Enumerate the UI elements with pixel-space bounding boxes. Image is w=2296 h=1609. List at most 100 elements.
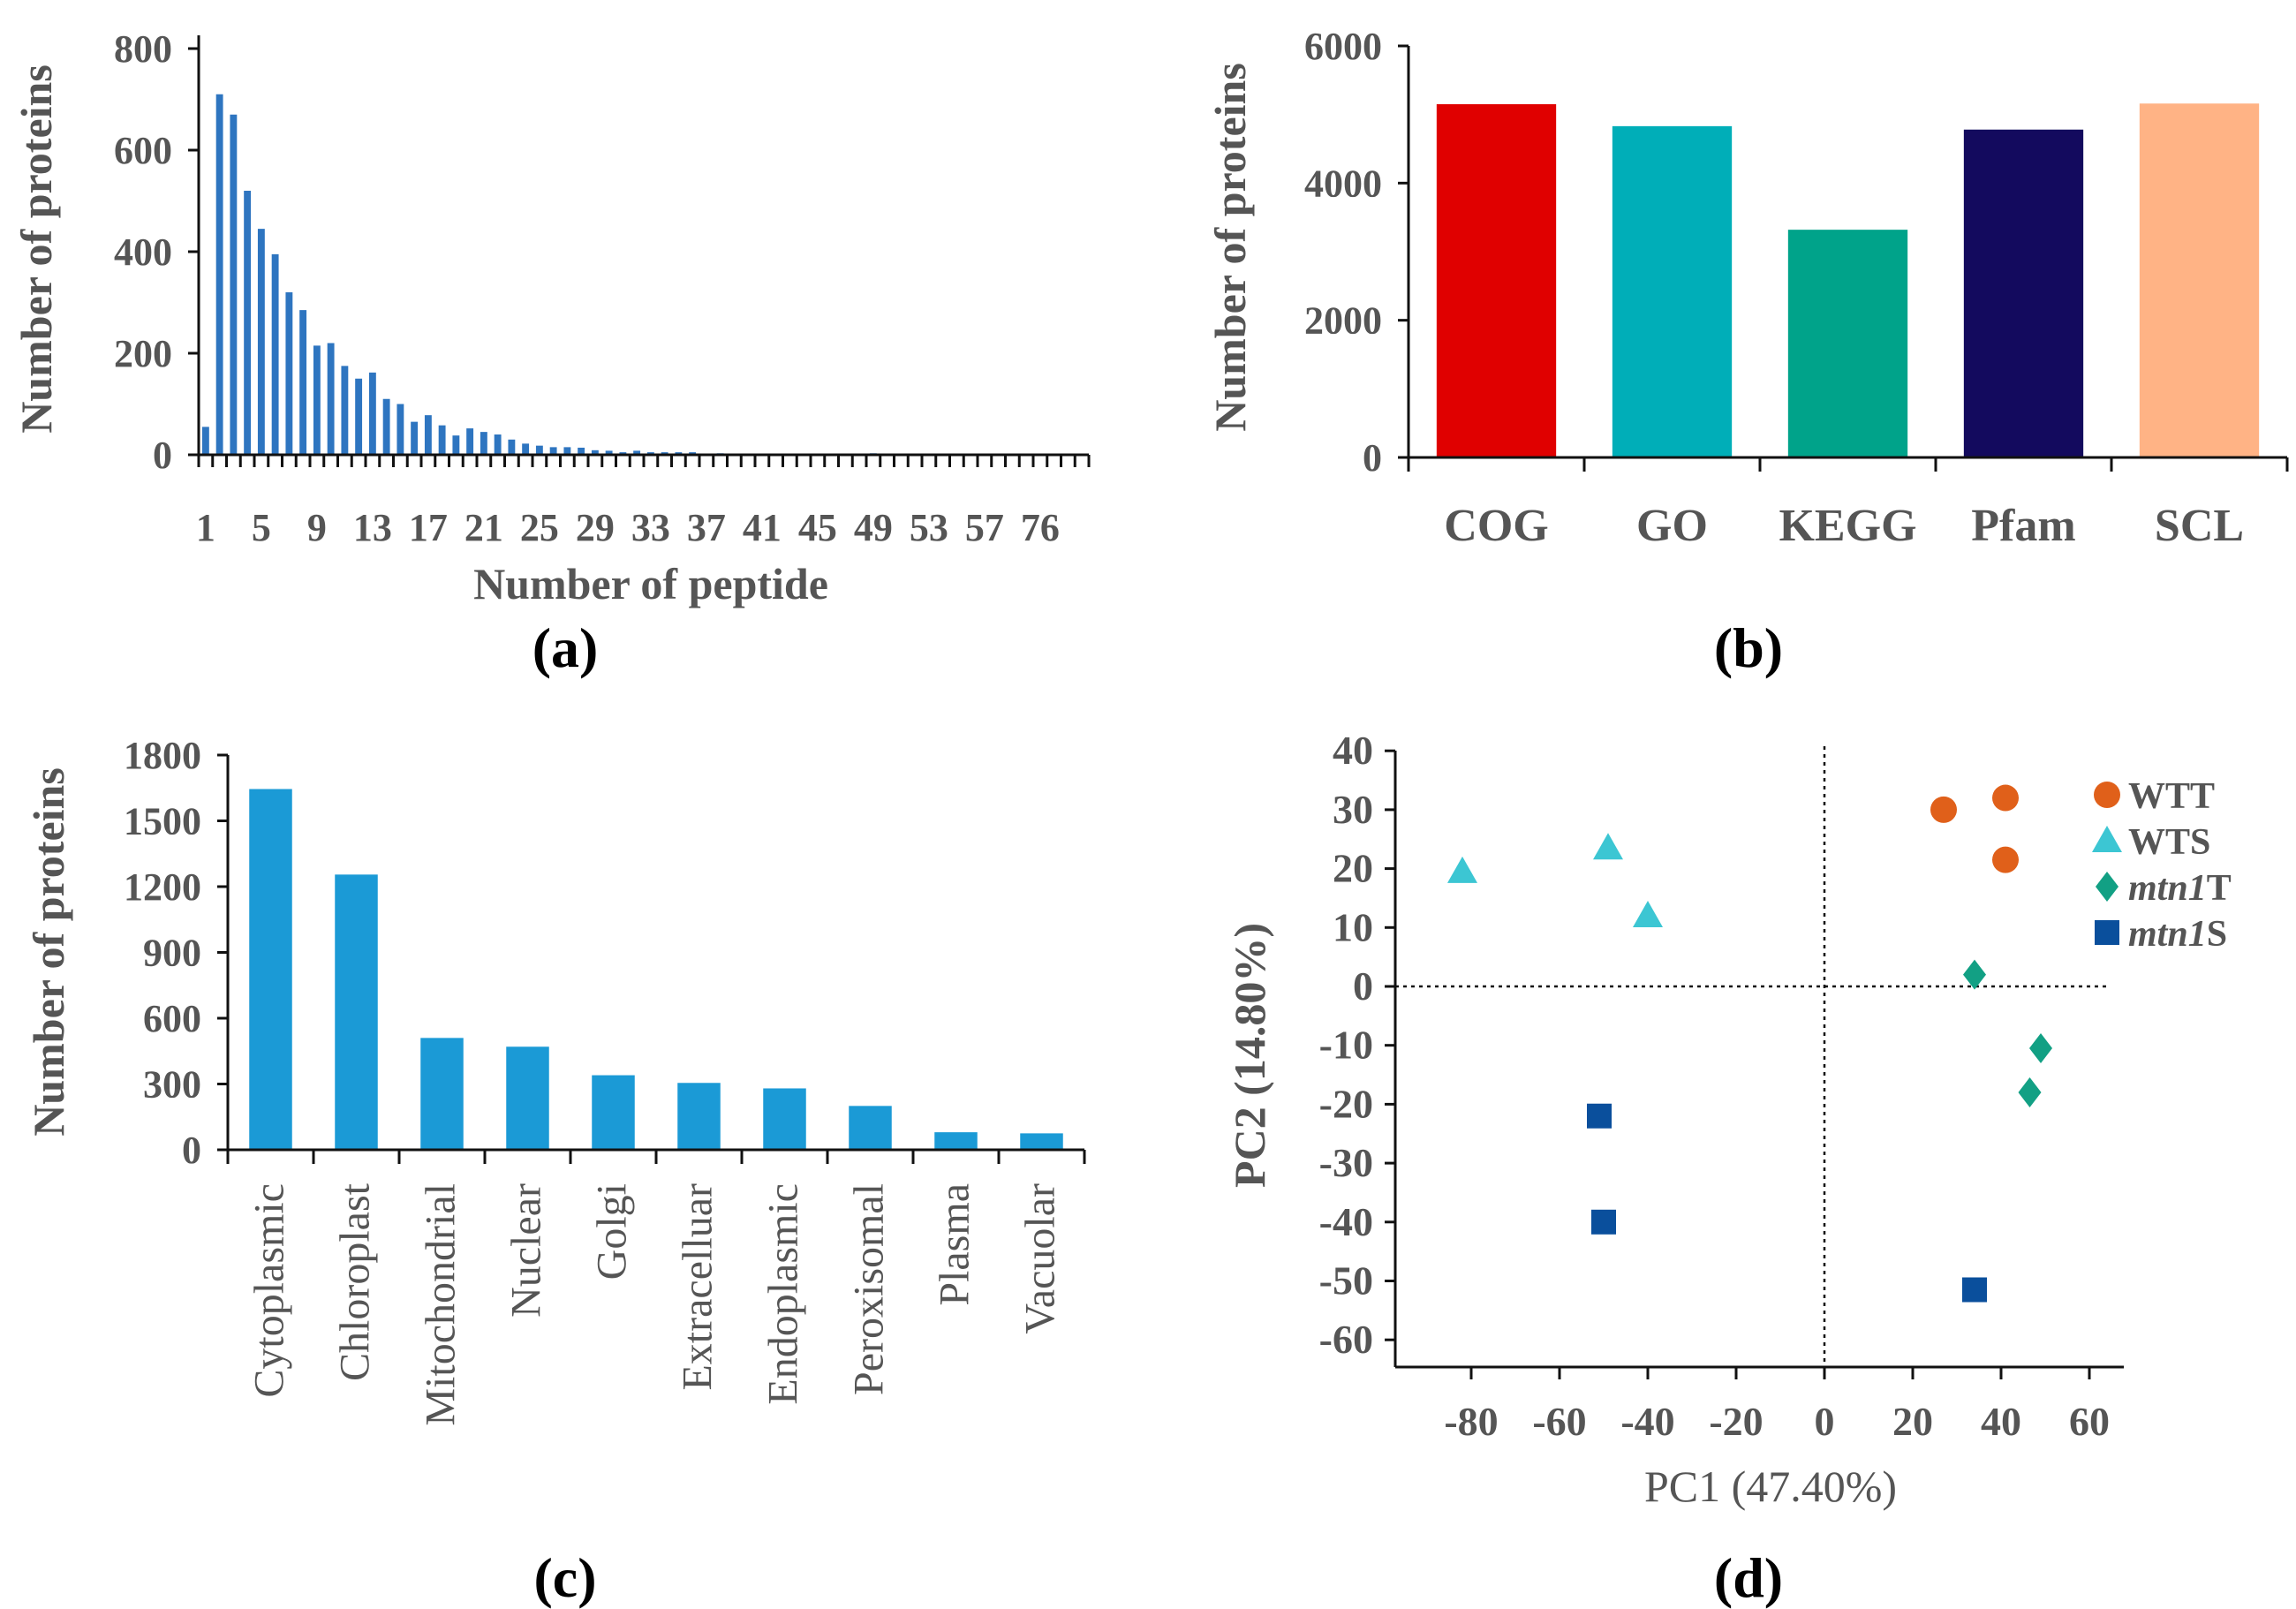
panel-a-bar-15: [397, 404, 404, 455]
panel-d-point-wts-1: [1447, 856, 1477, 883]
panel-c-x-ticks: Cytoplasmic Chloroplast Mitochondrial Nucle…: [226, 1150, 1086, 1426]
panel-b-y-tick-label: 2000: [1304, 299, 1382, 343]
panel-d-y-ticks: 40 30 20 10 0 -10 -20 -30 -40 -50 -60: [1319, 728, 1395, 1362]
panel-d-x-tick-label: 0: [1815, 1399, 1835, 1444]
panel-c-bar-vacuolar: [1020, 1133, 1063, 1150]
panel-a-y-label: Number of proteins: [11, 64, 61, 434]
panel-a-bar-10: [327, 343, 335, 455]
panel-a-y-tick-label: 800: [114, 27, 172, 71]
panel-a-x-tick-label: 37: [687, 506, 726, 549]
panel-a-x-tick-label: 17: [409, 506, 448, 549]
panel-a-bar-7: [285, 292, 293, 455]
panel-a-bar-8: [299, 310, 307, 455]
panel-a-bar-17: [424, 415, 432, 455]
panel-a-x-tick-label: 25: [520, 506, 559, 549]
panel-c-y-tick-label: 1200: [124, 865, 201, 909]
panel-a-bar-20: [466, 428, 474, 455]
panel-a-x-ticks: 1 5 9 13 17 21 25 29 33 37 41 45 49 53 57 76: [196, 455, 1091, 549]
panel-a-bar-14: [382, 398, 390, 455]
panel-d-legend-marker-mtn1s: [2095, 920, 2119, 945]
panel-d-y-tick-label: 20: [1333, 846, 1373, 891]
panel-d-y-tick-label: 40: [1333, 728, 1373, 773]
panel-b-y-tick-label: 6000: [1304, 25, 1382, 68]
panel-a-x-tick-label: 13: [353, 506, 392, 549]
panel-a-x-tick-label: 53: [910, 506, 948, 549]
panel-c-x-tick-label: Golgi: [589, 1183, 636, 1280]
panel-a-x-label: Number of peptide: [473, 559, 828, 608]
panel-d-x-tick-label: 40: [1981, 1399, 2021, 1444]
panel-a-bar-1: [201, 427, 209, 455]
panel-c-y-tick-label: 600: [143, 997, 201, 1040]
panel-a-bar-24: [522, 443, 530, 455]
panel-a-bar-16: [411, 421, 419, 455]
panel-a-x-tick-label: 9: [307, 506, 327, 549]
panel-c-bar-plasma: [934, 1132, 978, 1150]
panel-b-y-ticks: 0 2000 4000 6000: [1304, 25, 1409, 480]
panel-d-y-tick-label: 0: [1353, 963, 1373, 1008]
panel-c-bar-cytoplasmic: [249, 789, 292, 1150]
panel-d-y-tick-label: 30: [1333, 787, 1373, 832]
panel-d-y-tick-label: -10: [1319, 1023, 1373, 1068]
panel-d-y-tick-label: 10: [1333, 904, 1373, 949]
panel-a-bar-11: [341, 366, 349, 455]
panel-c-y-tick-label: 0: [182, 1129, 201, 1172]
panel-d-point-mtn1t-1: [1963, 959, 1986, 990]
panel-c-y-label: Number of proteins: [24, 767, 73, 1137]
panel-c-bar-peroxisomal: [849, 1106, 892, 1150]
panel-c-x-tick-label: Extracelluar: [675, 1183, 721, 1391]
panel-a-x-tick-label: 76: [1021, 506, 1060, 549]
panel-a-y-tick-label: 200: [114, 332, 172, 375]
panel-d-x-tick-label: 60: [2069, 1399, 2110, 1444]
panel-b-bar-pfam: [1963, 129, 2084, 457]
panel-b-bar-scl: [2139, 103, 2260, 458]
panel-a-bar-25: [535, 445, 543, 455]
panel-a: 0 200 400 600 800 1 5 9 13 17 21 25 29 33 37 41 45 49 53 5…: [11, 27, 1091, 679]
panel-c-bar-nuclear: [506, 1046, 549, 1150]
panel-c-x-tick-label: Plasma: [932, 1183, 978, 1306]
panel-a-bar-23: [508, 439, 516, 455]
panel-c-bars: [249, 789, 1063, 1150]
panel-c-bar-extracelluar: [677, 1083, 721, 1150]
panel-a-y-tick-label: 0: [153, 434, 172, 477]
panel-b-y-label: Number of proteins: [1205, 63, 1255, 432]
panel-a-bar-2: [215, 94, 223, 455]
panel-a-x-tick-label: 33: [631, 506, 670, 549]
panel-a-bar-18: [438, 425, 446, 455]
panel-d-point-wtt-3: [1992, 846, 2019, 873]
panel-b-x-tick-label: SCL: [2155, 501, 2244, 551]
panel-c-bar-golgi: [592, 1075, 635, 1150]
panel-b-y-tick-label: 4000: [1304, 162, 1382, 205]
panel-d-y-label: PC2 (14.80%): [1225, 923, 1274, 1188]
panel-d-legend-label-italic: mtn1: [2128, 868, 2207, 909]
panel-a-x-tick-label: 49: [854, 506, 893, 549]
panel-c-y-tick-label: 300: [143, 1063, 201, 1107]
panel-c-y-ticks: 0 300 600 900 1200 1500 1800: [124, 734, 228, 1172]
panel-b-x-tick-label: Pfam: [1971, 501, 2075, 551]
panel-a-bar-12: [355, 378, 363, 455]
panel-d-points: [1447, 784, 2052, 1303]
panel-c-bar-mitochondrial: [420, 1038, 464, 1150]
panel-d-legend-label-wtt: WTT: [2128, 776, 2215, 817]
panel-d-legend-label-rest: S: [2207, 914, 2227, 955]
panel-a-bar-21: [480, 432, 487, 455]
panel-d-point-mtn1s-3: [1962, 1277, 1987, 1303]
panel-c-x-tick-label: Mitochondrial: [418, 1183, 464, 1426]
panel-d-point-wtt-1: [1930, 796, 1957, 823]
panel-a-bars: [201, 94, 1086, 455]
panel-d-legend-label-mtn1t: mtn1T: [2128, 868, 2232, 909]
panel-c-x-tick-label: Cytoplasmic: [246, 1183, 293, 1398]
panel-d-legend-marker-wtt: [2094, 782, 2120, 808]
panel-a-x-tick-label: 5: [252, 506, 271, 549]
panel-c-y-tick-label: 1500: [124, 800, 201, 843]
panel-a-x-tick-label: 29: [576, 506, 615, 549]
panel-c-y-tick-label: 1800: [124, 734, 201, 777]
panel-a-bar-27: [563, 447, 571, 455]
panel-a-x-tick-label: 41: [743, 506, 782, 549]
panel-d-y-tick-label: -30: [1319, 1140, 1373, 1185]
panel-a-bar-30: [605, 450, 613, 455]
panel-b-x-tick-label: KEGG: [1779, 501, 1916, 551]
panel-a-label: (a): [532, 616, 599, 679]
panel-d-legend-label-mtn1s: mtn1S: [2128, 914, 2227, 955]
panel-a-y-tick-label: 400: [114, 230, 172, 274]
